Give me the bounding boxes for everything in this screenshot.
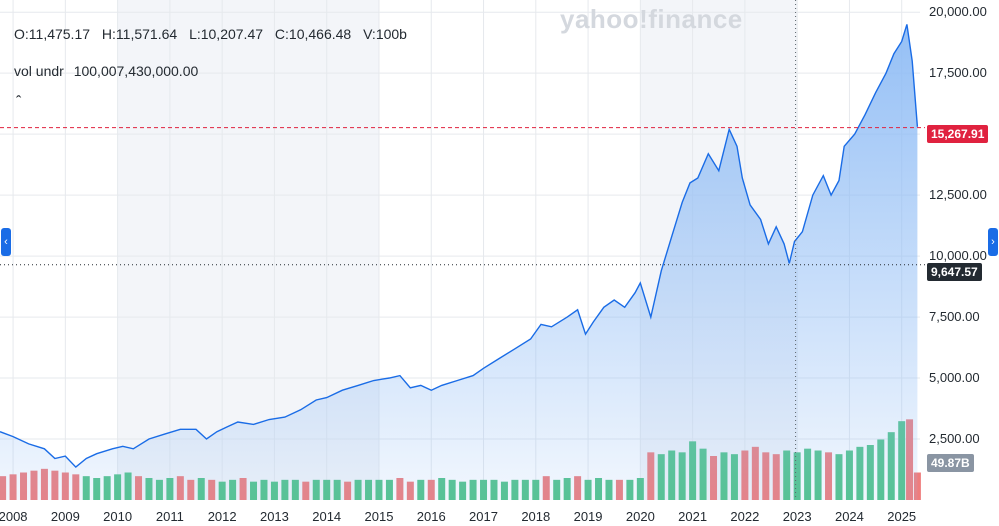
x-tick-label: 2011 (156, 509, 184, 524)
y-tick-label: 5,000.00 (929, 370, 980, 385)
x-tick-label: 2023 (783, 509, 812, 524)
y-tick-label: 2,500.00 (929, 431, 980, 446)
x-tick-label: 2021 (678, 509, 707, 524)
x-tick-label: 2020 (626, 509, 655, 524)
chevron-up-icon[interactable]: ˆ (16, 94, 22, 111)
x-tick-label: 2018 (521, 509, 550, 524)
volume-price-tag: 49.87B (927, 454, 974, 472)
scroll-right-icon[interactable]: › (988, 228, 998, 256)
price-area-fill (0, 24, 918, 501)
high-value: H:11,571.64 (101, 26, 178, 42)
y-axis: 2,500.00 5,000.00 7,500.00 10,000.00 12,500.… (929, 4, 987, 446)
y-tick-label: 20,000.00 (929, 4, 987, 19)
current-price-tag: 15,267.91 (927, 125, 989, 143)
reference-lines (0, 0, 925, 500)
x-tick-label: 2022 (730, 509, 759, 524)
open-value: O:11,475.17 (14, 26, 91, 42)
crosshair-price-tag: 9,647.57 (927, 263, 982, 281)
x-tick-label: 2014 (312, 509, 341, 524)
x-tick-label: 2009 (51, 509, 80, 524)
yahoo-finance-watermark: yahoo!finance (560, 4, 743, 34)
x-axis: 2008 2009 2010 2011 2012 2013 2014 2015 2016 2017… (0, 509, 916, 524)
y-tick-label: 12,500.00 (929, 187, 987, 202)
low-value: L:10,207.47 (189, 26, 264, 42)
y-tick-label: 17,500.00 (929, 65, 987, 80)
x-tick-label: 2008 (0, 509, 28, 524)
volume-indicator-label: vol undr (14, 63, 64, 79)
price-area (0, 24, 919, 501)
x-tick-label: 2025 (887, 509, 916, 524)
x-tick-label: 2019 (574, 509, 603, 524)
close-value: C:10,466.48 (274, 26, 352, 42)
x-tick-label: 2017 (469, 509, 498, 524)
ohlc-readout: O:11,475.17 H:11,571.64 L:10,207.47 C:10… (14, 26, 415, 42)
x-tick-label: 2010 (103, 509, 132, 524)
scroll-left-icon[interactable]: ‹ (1, 228, 11, 256)
volume-indicator-row: vol undr 100,007,430,000.00 (14, 63, 204, 79)
y-tick-label: 10,000.00 (929, 248, 987, 263)
x-tick-label: 2013 (260, 509, 289, 524)
price-line (0, 24, 919, 469)
x-tick-label: 2015 (365, 509, 394, 524)
x-tick-label: 2016 (417, 509, 446, 524)
volume-indicator-value: 100,007,430,000.00 (73, 63, 199, 79)
x-tick-label: 2024 (835, 509, 864, 524)
volume-value: V:100b (363, 26, 407, 42)
y-tick-label: 7,500.00 (929, 309, 980, 324)
x-tick-label: 2012 (208, 509, 237, 524)
